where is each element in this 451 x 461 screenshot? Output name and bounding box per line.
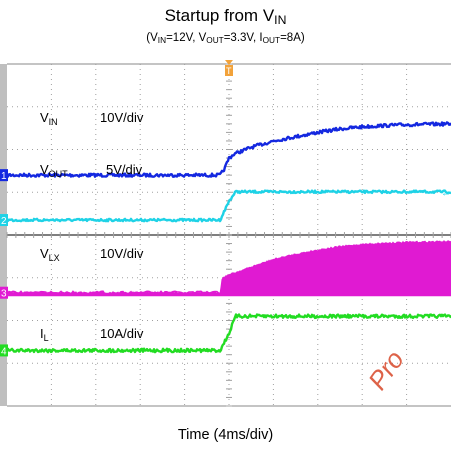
channel-3-marker-label: 3	[1, 289, 7, 300]
trace-vlx	[6, 240, 451, 297]
trigger-marker	[225, 65, 233, 76]
channel-3-scale: 10V/div	[100, 246, 144, 261]
trace-vlx-ground	[6, 290, 451, 296]
trigger-marker-label: T	[226, 66, 232, 76]
trigger-arrow	[225, 60, 233, 65]
x-axis-label: Time (4ms/div)	[177, 427, 274, 443]
channel-2-marker-label: 2	[1, 216, 7, 227]
chart-title: Startup from VIN	[164, 6, 287, 28]
channel-4-name: IL	[40, 326, 49, 343]
channel-1-name: VIN	[40, 110, 58, 127]
plot-traces	[5, 121, 451, 354]
channel-markers: 1 2 3 4 ← T	[0, 60, 451, 357]
channel-4-marker-label: 4	[1, 346, 7, 357]
channel-3-marker	[0, 286, 8, 299]
trace-vout	[6, 189, 451, 223]
trace-il	[6, 313, 451, 354]
channel-1-marker	[0, 169, 8, 182]
channel-2-name: VOUT	[40, 162, 68, 179]
channel-labels: VIN 10V/div VOUT 5V/div VLX 10V/div IL 10A/div	[40, 110, 144, 343]
channel-1-marker-label: 1	[1, 171, 7, 182]
channel-4-scale: 10A/div	[100, 326, 144, 341]
chart-subtitle: (VIN=12V, VOUT=3.3V, IOUT=8A)	[146, 32, 305, 46]
left-bezel	[0, 64, 7, 406]
channel-4-marker	[0, 344, 8, 357]
trace-vin	[5, 121, 451, 178]
vout-offscreen-arrow: ←	[441, 188, 451, 199]
channel-2-marker	[0, 214, 8, 227]
channel-1-scale: 10V/div	[100, 110, 144, 125]
channel-2-scale: 5V/div	[106, 162, 143, 177]
channel-3-name: VLX	[40, 246, 60, 263]
